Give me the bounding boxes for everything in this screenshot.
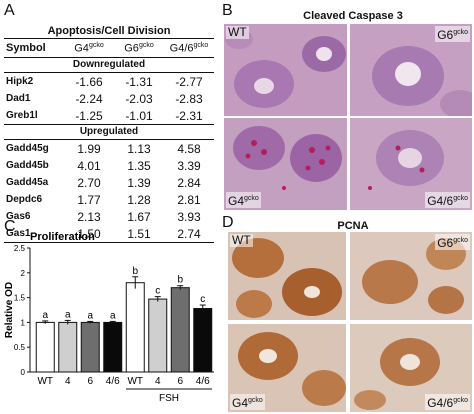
tissue-image <box>350 24 472 116</box>
table-row: Depdc6 1.77 1.28 2.81 <box>6 192 201 207</box>
x-tick-label: WT <box>127 376 143 387</box>
table-row: Gadd45a 2.70 1.39 2.84 <box>6 175 201 190</box>
section-upregulated: Upregulated <box>4 124 214 140</box>
x-tick-label: 4 <box>155 376 161 387</box>
x-tick-label: 4/6 <box>106 376 120 387</box>
label-g46: G4/6gcko <box>425 394 470 410</box>
micrograph-d-wt: WT <box>228 232 346 320</box>
significance-letter: a <box>65 309 71 320</box>
gene-table: Apoptosis/Cell Division Symbol G4gcko G6… <box>4 24 214 243</box>
label-g4: G4gcko <box>226 192 261 208</box>
caspase-title: Cleaved Caspase 3 <box>303 10 403 22</box>
table-row: Gadd45g 1.99 1.13 4.58 <box>6 141 201 156</box>
panel-letter-d: D <box>222 214 234 231</box>
significance-letter: a <box>110 310 116 321</box>
y-tick-label: 1 <box>21 318 26 327</box>
panel-letter-b: B <box>222 2 233 19</box>
chart-title: Proliferation <box>30 231 95 243</box>
y-tick-label: 0 <box>21 368 26 377</box>
label-wt: WT <box>230 233 253 247</box>
pcna-title: PCNA <box>337 220 369 232</box>
table-row: Greb1l -1.25 -1.01 -2.31 <box>6 108 203 123</box>
significance-letter: b <box>132 266 138 277</box>
table-row: Dad1 -2.24 -2.03 -2.83 <box>6 91 203 106</box>
table-row: Hipk2 -1.66 -1.31 -2.77 <box>6 74 203 89</box>
table-row: Gadd45b 4.01 1.35 3.39 <box>6 158 201 173</box>
micrograph-b-g46: G4/6gcko <box>350 118 472 210</box>
section-downregulated: Downregulated <box>4 58 214 73</box>
bar <box>58 321 78 373</box>
tissue-image <box>224 24 347 116</box>
y-tick-label: 0.5 <box>14 343 26 352</box>
bar <box>35 321 55 373</box>
table-title: Apoptosis/Cell Division <box>47 25 171 37</box>
micrograph-b-wt: WT <box>224 24 347 116</box>
table-row: Gas6 2.13 1.67 3.93 <box>6 209 201 224</box>
x-tick-label: 6 <box>177 376 183 387</box>
micrograph-b-g6: G6gcko <box>350 24 472 116</box>
header-symbol: Symbol <box>6 42 46 54</box>
y-tick-label: 2 <box>21 269 26 278</box>
significance-letter: a <box>87 310 93 321</box>
bar <box>193 308 213 373</box>
bar <box>125 282 145 373</box>
bar <box>103 321 123 373</box>
group-label: FSH <box>159 393 179 404</box>
label-wt: WT <box>226 25 249 39</box>
bar <box>170 287 190 373</box>
label-g4: G4gcko <box>230 394 265 410</box>
panel-letter-c: C <box>4 218 16 235</box>
micrograph-d-g6: G6gcko <box>350 232 472 320</box>
header-g6: G6gcko <box>124 41 154 55</box>
significance-letter: b <box>177 275 183 286</box>
y-tick-label: 2.5 <box>14 244 26 253</box>
label-g46: G4/6gcko <box>425 192 470 208</box>
proliferation-chart: Proliferation Relative OD 0 0.5 1 1.5 2 2.5 a WT a… <box>4 231 214 404</box>
table-header: Symbol G4gcko G6gcko G4/6gcko <box>4 38 214 58</box>
y-tick-label: 1.5 <box>14 294 26 303</box>
header-g4: G4gcko <box>74 41 104 55</box>
significance-letter: c <box>155 286 160 297</box>
x-tick-label: 6 <box>87 376 93 387</box>
header-g46: G4/6gcko <box>169 41 209 55</box>
label-g6: G6gcko <box>435 234 470 250</box>
x-tick-label: 4/6 <box>196 376 210 387</box>
micrograph-d-g4: G4gcko <box>228 324 346 412</box>
x-tick-label: WT <box>37 376 53 387</box>
table-row: Gas1 1.50 1.51 2.74 <box>4 225 214 243</box>
x-tick-label: 4 <box>65 376 71 387</box>
bar <box>148 298 168 373</box>
significance-letter: a <box>42 310 48 321</box>
y-axis-label: Relative OD <box>4 282 15 338</box>
micrograph-d-g46: G4/6gcko <box>350 324 472 412</box>
bar <box>80 321 100 373</box>
micrograph-b-g4: G4gcko <box>224 118 347 210</box>
significance-letter: c <box>200 294 205 305</box>
panel-letter-a: A <box>4 2 15 19</box>
label-g6: G6gcko <box>435 26 470 42</box>
